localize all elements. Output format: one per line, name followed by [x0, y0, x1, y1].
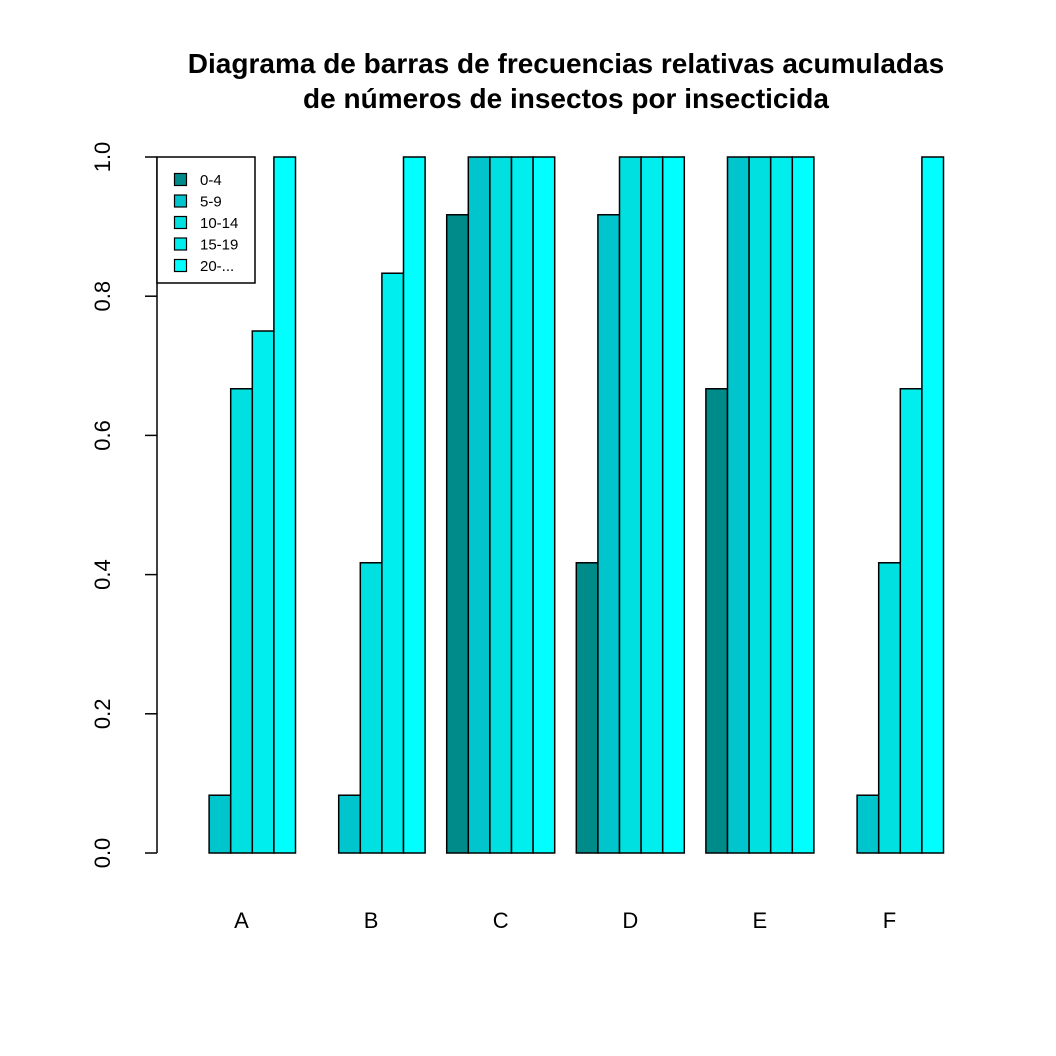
- bar-F-10-14: [877, 562, 902, 854]
- y-tick-label: 0.2: [90, 699, 115, 730]
- legend-label: 15-19: [200, 237, 238, 254]
- bars: [208, 156, 945, 854]
- bar-A-5-9: [208, 794, 232, 854]
- bar-C-0-4: [445, 214, 470, 854]
- bar-D-0-4: [575, 562, 599, 854]
- bar-C-10-14: [489, 156, 513, 854]
- y-tick-label: 0.8: [90, 281, 115, 312]
- bar-A-10-14: [229, 388, 254, 854]
- bar-B-20-...: [402, 156, 426, 854]
- bar-E-15-19: [769, 156, 794, 854]
- y-tick-label: 1.0: [90, 142, 115, 173]
- legend-swatch: [173, 237, 188, 251]
- chart-title-line-1: Diagrama de barras de frecuencias relati…: [188, 48, 944, 79]
- chart-title: Diagrama de barras de frecuencias relati…: [188, 48, 944, 114]
- legend-swatch: [173, 215, 188, 230]
- bar-group-B: [337, 156, 426, 854]
- bar-B-10-14: [359, 562, 383, 854]
- legend-label: 20-...: [200, 258, 234, 275]
- legend: 0-4 5-9 10-14 15-19 20-...: [156, 156, 256, 284]
- bar-B-5-9: [337, 794, 362, 854]
- chart-title-line-2: de números de insectos por insecticida: [303, 83, 829, 114]
- bar-B-15-19: [381, 272, 405, 854]
- bar-group-D: [575, 156, 686, 854]
- bar-A-20-...: [273, 156, 297, 854]
- legend-item: 0-4: [173, 172, 222, 189]
- bar-group-A: [208, 156, 297, 854]
- y-tick-label: 0.0: [90, 838, 115, 869]
- bar-E-10-14: [748, 156, 772, 854]
- legend-swatch: [173, 194, 188, 208]
- bar-E-20-...: [791, 156, 815, 854]
- legend-label: 0-4: [200, 172, 222, 189]
- x-tick-label: F: [883, 908, 896, 933]
- y-tick-label: 0.4: [90, 559, 115, 590]
- bar-C-20-...: [532, 156, 556, 854]
- legend-box: [156, 156, 256, 284]
- legend-item: 15-19: [173, 237, 238, 254]
- y-axis: 0.0 0.2 0.4 0.6 0.8 1.0: [90, 142, 158, 869]
- bar-group-F: [856, 156, 945, 854]
- x-tick-label: E: [753, 908, 768, 933]
- x-tick-label: C: [493, 908, 509, 933]
- bar-F-20-...: [921, 156, 945, 854]
- x-axis-labels: A B C D E F: [234, 908, 896, 933]
- bar-E-0-4: [705, 388, 729, 854]
- bar-D-10-14: [618, 156, 642, 854]
- legend-swatch: [173, 172, 188, 187]
- x-tick-label: A: [234, 908, 249, 933]
- x-tick-label: D: [622, 908, 638, 933]
- bar-C-15-19: [510, 156, 534, 854]
- legend-label: 5-9: [200, 194, 222, 211]
- bar-F-5-9: [856, 794, 880, 854]
- legend-swatch: [173, 258, 188, 273]
- legend-item: 20-...: [173, 258, 234, 275]
- bar-A-15-19: [251, 330, 275, 854]
- bar-D-20-...: [661, 156, 686, 854]
- legend-item: 5-9: [173, 194, 222, 211]
- bar-C-5-9: [467, 156, 491, 854]
- legend-item: 10-14: [173, 215, 238, 232]
- bar-group-E: [705, 156, 815, 854]
- x-tick-label: B: [364, 908, 379, 933]
- y-tick-label: 0.6: [90, 420, 115, 451]
- legend-label: 10-14: [200, 215, 238, 232]
- bar-F-15-19: [899, 388, 923, 854]
- bar-E-5-9: [726, 156, 750, 854]
- bar-D-5-9: [597, 214, 621, 854]
- bar-D-15-19: [640, 156, 664, 854]
- bar-group-C: [445, 156, 556, 854]
